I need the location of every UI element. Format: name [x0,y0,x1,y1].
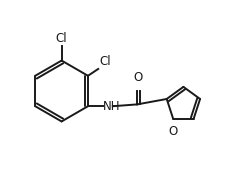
Text: O: O [134,71,143,84]
Text: Cl: Cl [56,32,67,45]
Text: Cl: Cl [99,55,111,68]
Text: O: O [168,125,177,138]
Text: NH: NH [103,100,121,113]
